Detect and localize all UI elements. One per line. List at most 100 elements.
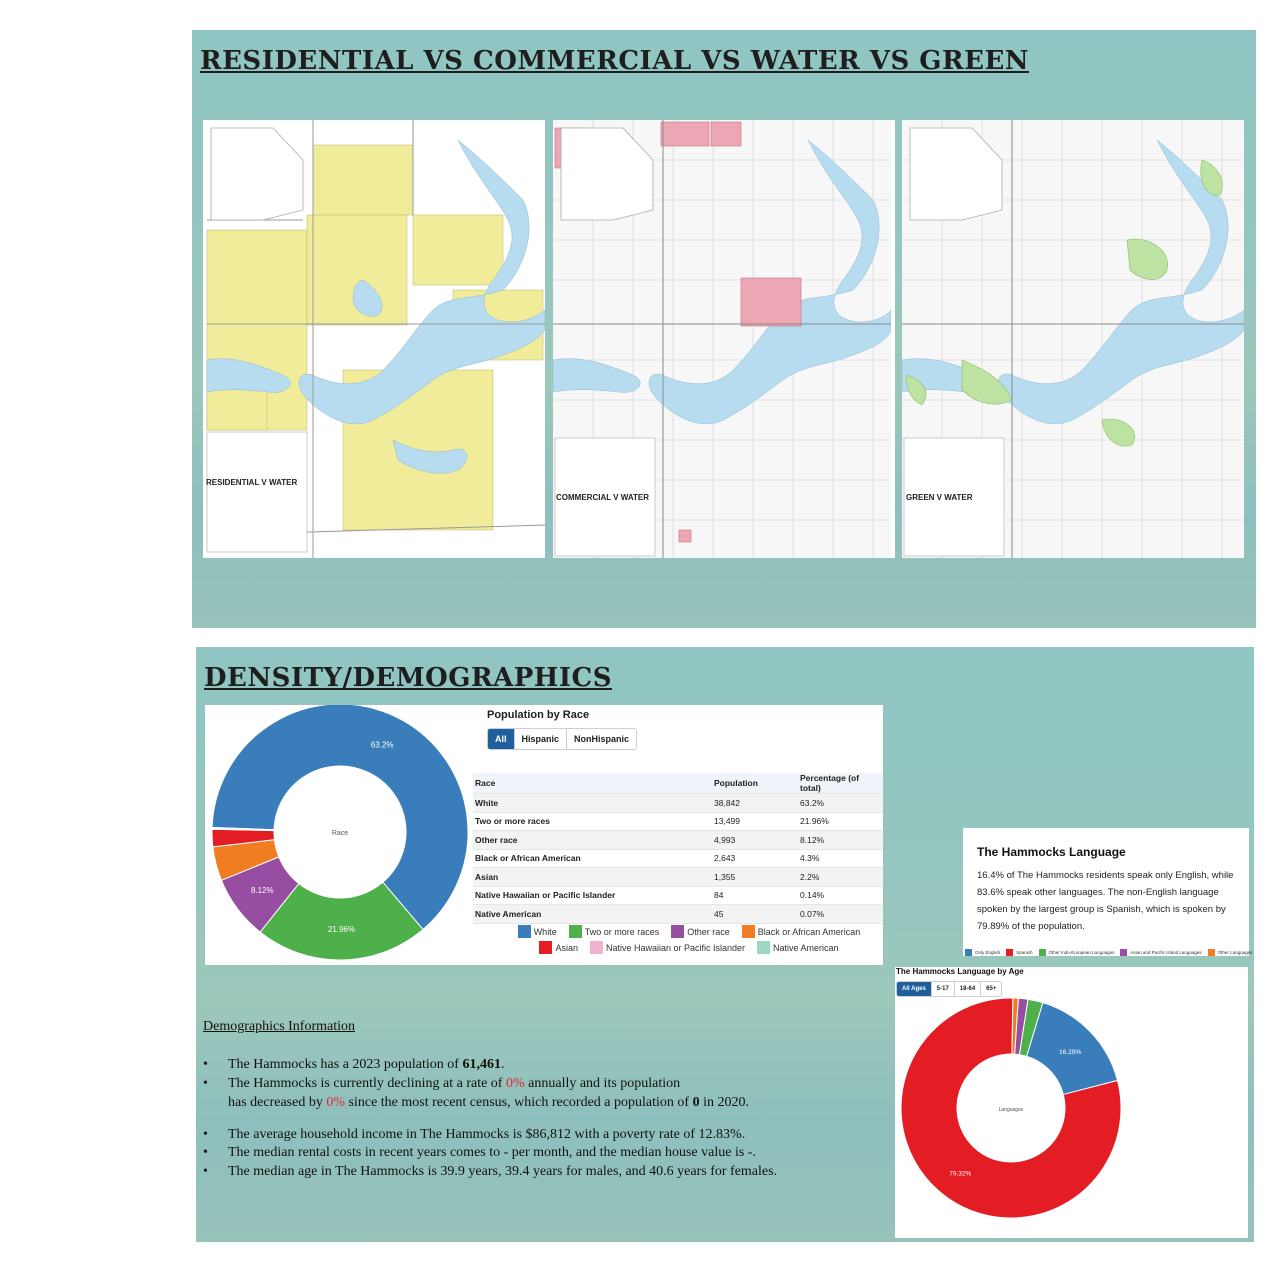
legend-item[interactable]: White bbox=[517, 925, 557, 938]
section-title: DENSITY/DEMOGRAPHICS bbox=[204, 663, 612, 693]
commercial-map-image bbox=[553, 120, 892, 558]
tab-nonhispanic[interactable]: NonHispanic bbox=[567, 729, 637, 749]
donut-slice[interactable] bbox=[211, 705, 469, 931]
race-name: Two or more races bbox=[473, 812, 712, 831]
language-donut-chart: 79.32% 16.29% Languages bbox=[900, 998, 1122, 1219]
language-by-age-title: The Hammocks Language by Age bbox=[896, 967, 1024, 976]
legend-label: White bbox=[533, 926, 557, 937]
legend-item[interactable]: Asian and Pacific Island Languages bbox=[1120, 949, 1202, 956]
table-row: Black or African American 2,643 4.3% bbox=[473, 849, 883, 868]
demographics-heading: Demographics Information bbox=[203, 1019, 356, 1034]
donut-slice[interactable] bbox=[259, 881, 424, 961]
race-name: White bbox=[473, 793, 712, 813]
residential-map: RESIDENTIAL V WATER bbox=[203, 120, 545, 558]
table-header-row: Race Population Percentage (of total) bbox=[473, 773, 883, 794]
column-header: Percentage (of total) bbox=[798, 773, 883, 794]
tab-5-17[interactable]: 5-17 bbox=[931, 982, 955, 996]
legend-item[interactable]: Asian bbox=[539, 941, 578, 954]
column-header: Population bbox=[712, 773, 798, 794]
residential-map-image bbox=[203, 120, 545, 558]
legend-label: Only English bbox=[975, 950, 1001, 955]
race-name: Native American bbox=[473, 904, 712, 924]
bullet-growth-rate: • The Hammocks is currently declining at … bbox=[203, 1076, 681, 1091]
section-title: RESIDENTIAL VS COMMERCIAL VS WATER VS GR… bbox=[200, 46, 1030, 76]
green-areas bbox=[905, 159, 1223, 447]
race-percent: 63.2% bbox=[798, 793, 883, 813]
bullet-income: • The average household income in The Ham… bbox=[203, 1127, 746, 1142]
tab-all-ages[interactable]: All Ages bbox=[897, 982, 932, 996]
legend-label: Native American bbox=[773, 942, 839, 953]
race-percent: 8.12% bbox=[798, 830, 883, 850]
legend-swatch bbox=[1006, 949, 1014, 956]
table-row: White 38,842 63.2% bbox=[473, 793, 883, 813]
tab-all[interactable]: All bbox=[488, 729, 515, 749]
table-row: Native American 45 0.07% bbox=[473, 904, 883, 924]
language-card-title: The Hammocks Language bbox=[977, 845, 1126, 859]
race-name: Other race bbox=[473, 830, 712, 850]
legend-item[interactable]: Other Indo-European Languages bbox=[1038, 949, 1115, 956]
donut-center-label: Languages bbox=[999, 1107, 1024, 1113]
race-percent: 21.96% bbox=[798, 812, 883, 831]
legend-swatch bbox=[671, 925, 685, 938]
table-row: Other race 4,993 8.12% bbox=[473, 830, 883, 850]
water-bodies bbox=[553, 139, 892, 425]
legend-swatch bbox=[965, 949, 972, 956]
legend-label: Black or African American bbox=[757, 926, 861, 937]
legend-item[interactable]: Black or African American bbox=[741, 925, 861, 938]
race-percent: 0.14% bbox=[798, 886, 883, 905]
table-row: Native Hawaiian or Pacific Islander 84 0.1… bbox=[473, 886, 883, 905]
map-label: GREEN V WATER bbox=[906, 493, 973, 502]
legend-swatch bbox=[568, 925, 582, 938]
bullet-population: • The Hammocks has a 2023 population of 6… bbox=[203, 1057, 505, 1072]
commercial-map: COMMERCIAL V WATER bbox=[553, 120, 895, 558]
table-row: Two or more races 13,499 21.96% bbox=[473, 812, 883, 831]
legend-item[interactable]: Spanish bbox=[1006, 949, 1033, 956]
legend-item[interactable]: Other race bbox=[671, 925, 730, 938]
legend-label: Asian and Pacific Island Languages bbox=[1130, 950, 1202, 955]
race-population: 13,499 bbox=[712, 812, 798, 831]
race-name: Black or African American bbox=[473, 849, 712, 868]
donut-center-label: Race bbox=[332, 830, 348, 837]
legend-label: Native Hawaiian or Pacific Islander bbox=[605, 942, 746, 953]
tab-hispanic[interactable]: Hispanic bbox=[514, 729, 568, 749]
legend-swatch bbox=[517, 925, 531, 938]
legend-item[interactable]: Other Languages bbox=[1207, 949, 1253, 956]
bullet-growth-rate-cont: has decreased by 0% since the most recen… bbox=[228, 1095, 749, 1110]
tab-65-plus[interactable]: 65+ bbox=[981, 982, 1002, 996]
donut-slice[interactable] bbox=[900, 998, 1122, 1219]
legend-label: Spanish bbox=[1016, 950, 1033, 955]
race-filter-tabs: All Hispanic NonHispanic bbox=[487, 728, 638, 750]
bullet-age: • The median age in The Hammocks is 39.9 … bbox=[203, 1164, 778, 1179]
race-population: 2,643 bbox=[712, 849, 798, 868]
legend-swatch bbox=[757, 941, 771, 954]
race-name: Asian bbox=[473, 867, 712, 887]
land-use-panel: RESIDENTIAL VS COMMERCIAL VS WATER VS GR… bbox=[192, 30, 1256, 628]
table-row: Asian 1,355 2.2% bbox=[473, 867, 883, 887]
donut-data-label: 8.12% bbox=[251, 886, 274, 895]
race-percent: 2.2% bbox=[798, 867, 883, 887]
race-table: Race Population Percentage (of total) Wh… bbox=[473, 773, 883, 924]
legend-label: Other Indo-European Languages bbox=[1048, 950, 1115, 955]
race-legend: White Two or more races Other race Black… bbox=[495, 925, 883, 954]
legend-swatch bbox=[1038, 949, 1046, 956]
race-population: 84 bbox=[712, 886, 798, 905]
bullet-rent: • The median rental costs in recent years… bbox=[203, 1145, 756, 1160]
legend-swatch bbox=[589, 941, 603, 954]
race-percent: 4.3% bbox=[798, 849, 883, 868]
tab-18-64[interactable]: 18-64 bbox=[954, 982, 982, 996]
language-legend: Only English Spanish Other Indo-European… bbox=[965, 949, 1252, 956]
legend-item[interactable]: Only English bbox=[965, 949, 1000, 956]
legend-label: Other Languages bbox=[1217, 950, 1253, 955]
water-bodies bbox=[206, 139, 545, 474]
green-map-image bbox=[902, 120, 1244, 558]
race-population: 45 bbox=[712, 904, 798, 924]
legend-item[interactable]: Native American bbox=[757, 941, 839, 954]
green-map: GREEN V WATER bbox=[902, 120, 1244, 558]
race-population: 4,993 bbox=[712, 830, 798, 850]
donut-slice[interactable] bbox=[211, 827, 275, 831]
legend-item[interactable]: Native Hawaiian or Pacific Islander bbox=[589, 941, 746, 954]
donut-slice[interactable] bbox=[1011, 998, 1019, 1055]
street-grid bbox=[902, 120, 1244, 558]
donut-data-label: 21.96% bbox=[328, 925, 355, 934]
legend-item[interactable]: Two or more races bbox=[568, 925, 659, 938]
